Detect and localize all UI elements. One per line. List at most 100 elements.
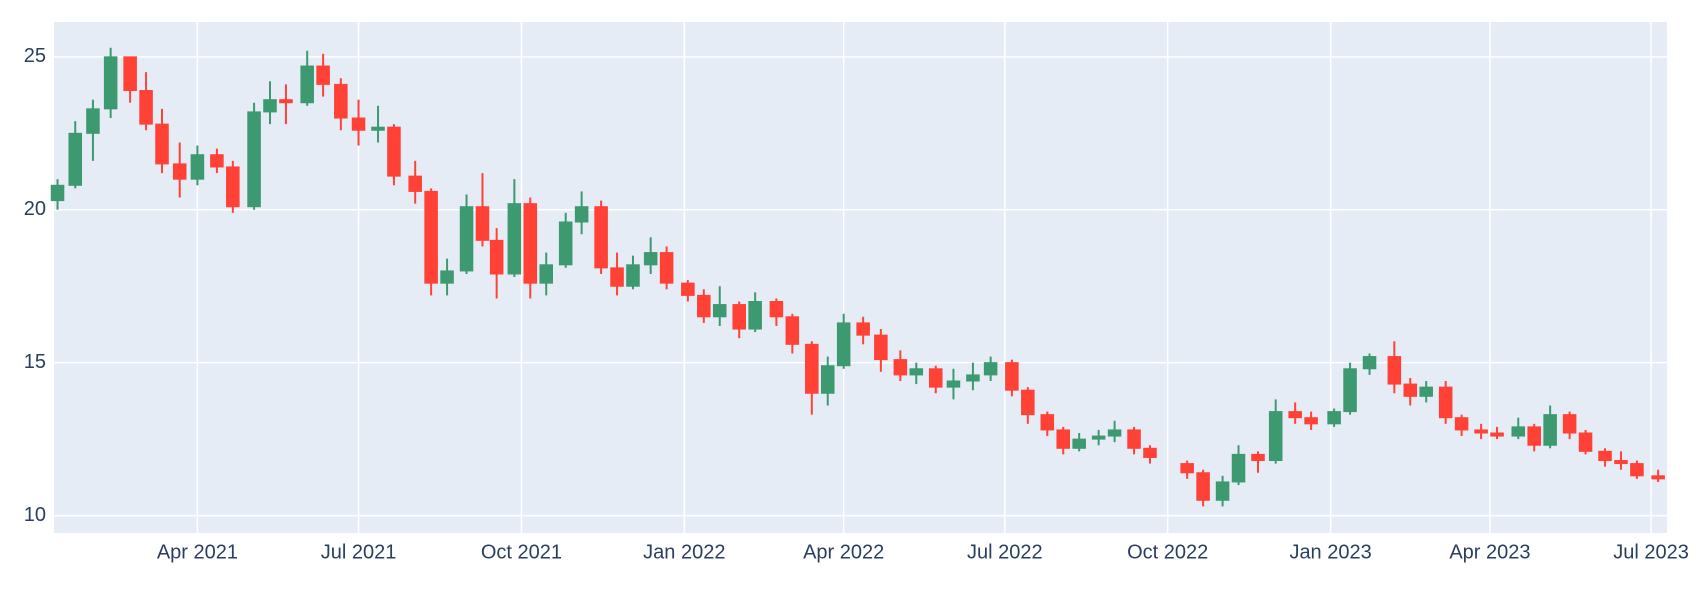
candle-body <box>316 65 330 85</box>
candle-body <box>279 99 293 104</box>
candle-body <box>489 239 504 275</box>
candle-body <box>247 111 261 208</box>
candle-body <box>909 368 924 376</box>
candle-body <box>210 154 224 168</box>
candle-body <box>966 374 980 382</box>
candle-body <box>594 206 608 269</box>
candle-body <box>748 301 762 330</box>
candle-body <box>424 190 438 284</box>
candle-body <box>1143 447 1157 458</box>
candle-body <box>1490 432 1504 437</box>
candle-body <box>558 221 573 266</box>
candle-body <box>190 154 205 180</box>
candle-body <box>1403 383 1418 397</box>
plot-background <box>54 22 1667 533</box>
candle-body <box>440 270 454 284</box>
x-tick-label: Apr 2023 <box>1449 541 1530 563</box>
candle-body <box>681 282 695 296</box>
candle-body <box>732 304 746 330</box>
candle-body <box>893 359 908 376</box>
y-tick-label: 10 <box>24 504 46 526</box>
candle-body <box>539 264 553 284</box>
candle-body <box>1651 475 1665 480</box>
candle-body <box>836 322 851 367</box>
candle-body <box>103 56 118 110</box>
candle-body <box>1419 386 1433 397</box>
candle-body <box>820 365 835 394</box>
candle-body <box>1288 411 1302 419</box>
candle-body <box>626 264 640 287</box>
candle-body <box>387 126 401 177</box>
candle-body <box>1127 429 1141 449</box>
y-tick-label: 20 <box>24 198 46 220</box>
candle-body <box>371 126 385 131</box>
x-tick-label: Jul 2022 <box>967 541 1043 563</box>
candle-body <box>712 304 727 318</box>
candle-body <box>50 184 65 202</box>
candle-body <box>697 294 711 318</box>
candle-body <box>574 206 589 223</box>
candle-body <box>1527 426 1541 446</box>
candle-body <box>1231 453 1246 483</box>
candle-body <box>1005 362 1019 391</box>
candle-body <box>1072 438 1086 449</box>
candle-body <box>874 334 888 361</box>
y-tick-label: 15 <box>24 351 46 373</box>
candle-body <box>1251 453 1265 462</box>
x-tick-label: Jan 2023 <box>1289 541 1371 563</box>
candle-body <box>300 65 314 104</box>
candle-body <box>334 83 348 119</box>
candle-body <box>1021 389 1035 416</box>
candle-body <box>1598 450 1612 462</box>
x-tick-label: Oct 2022 <box>1127 541 1208 563</box>
candle-body <box>1196 472 1210 501</box>
candle-body <box>139 90 153 125</box>
candle-body <box>263 99 277 113</box>
candle-body <box>1438 386 1453 419</box>
candle-body <box>643 252 658 266</box>
candle-body <box>769 301 784 318</box>
x-tick-label: Jul 2023 <box>1613 541 1689 563</box>
candle-body <box>1268 411 1283 462</box>
candle-body <box>1511 426 1526 437</box>
candle-body <box>226 166 240 208</box>
candle-body <box>1180 463 1194 474</box>
candle-body <box>1578 432 1593 452</box>
candle-body <box>475 206 490 241</box>
candle-body <box>610 267 624 287</box>
candle-body <box>459 206 474 272</box>
candle-body <box>1562 414 1577 434</box>
candle-body <box>408 175 422 192</box>
candle-body <box>1614 460 1628 465</box>
candle-body <box>1327 411 1341 425</box>
candle-body <box>1343 368 1357 413</box>
x-tick-label: Oct 2021 <box>481 541 562 563</box>
x-tick-label: Jul 2021 <box>321 541 397 563</box>
candle-body <box>351 117 366 131</box>
candle-body <box>1474 429 1488 434</box>
candle-body <box>1040 414 1055 431</box>
candle-body <box>1304 417 1318 425</box>
candle-body <box>523 203 538 284</box>
y-tick-label: 25 <box>24 45 46 67</box>
candle-body <box>86 108 100 134</box>
candle-body <box>1630 463 1644 477</box>
candle-body <box>1107 429 1122 437</box>
candle-body <box>1215 481 1230 501</box>
candle-body <box>1362 356 1377 370</box>
candle-body <box>856 322 870 336</box>
candle-body <box>68 132 83 186</box>
x-tick-label: Apr 2022 <box>803 541 884 563</box>
candle-body <box>1543 414 1557 446</box>
candle-body <box>507 203 522 275</box>
candle-body <box>659 252 674 284</box>
candle-body <box>785 316 800 345</box>
candle-body <box>928 368 943 388</box>
candle-body <box>1454 417 1469 431</box>
candle-body <box>1091 435 1106 440</box>
candle-body <box>1056 429 1071 449</box>
candle-body <box>983 362 998 376</box>
candle-body <box>172 163 187 180</box>
candle-body <box>805 343 819 394</box>
